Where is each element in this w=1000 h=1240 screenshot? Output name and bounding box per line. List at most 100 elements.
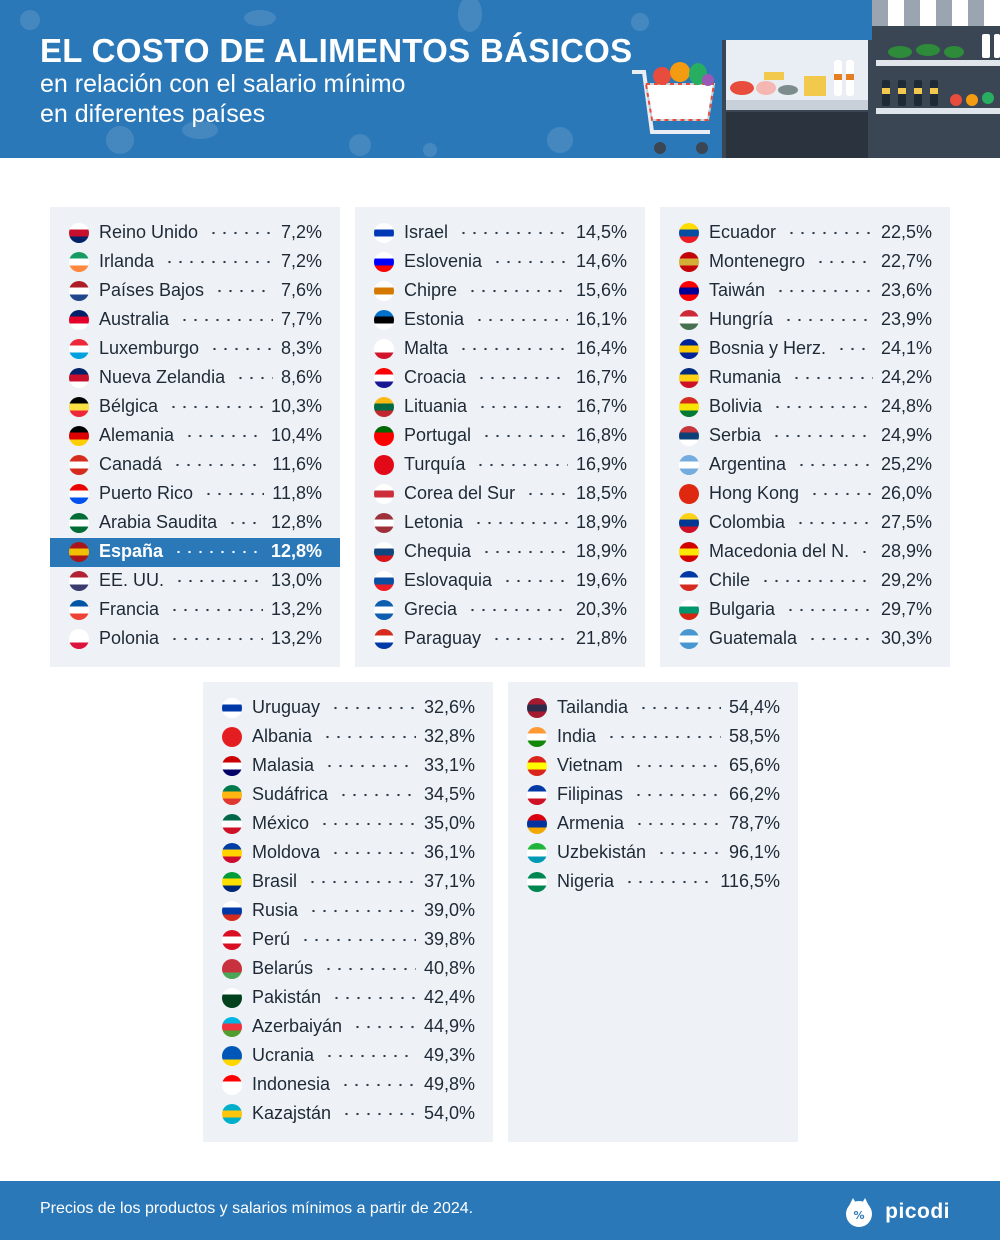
country-value: 116,5% [720,871,780,891]
country-value: 15,6% [575,280,627,300]
country-value: 54,0% [423,1103,475,1123]
country-name: Bosnia y Herz. [709,338,827,358]
leader-dots [809,492,873,496]
country-value: 39,0% [423,900,475,920]
panel-column-5: Tailandia 54,4% India 58,5% Vietnam 65,6% Fili… [508,682,798,1142]
country-name: Montenegro [709,251,806,271]
country-name: Eslovenia [404,251,483,271]
country-name: Paraguay [404,628,482,648]
country-value: 58,5% [728,726,780,746]
country-value: 37,1% [423,871,475,891]
leader-dots [203,492,264,496]
page-title: EL COSTO DE ALIMENTOS BÁSICOS [40,32,633,69]
country-flag-icon [679,368,699,388]
country-value: 16,1% [575,309,627,329]
leader-dots [184,434,263,438]
country-flag-icon [222,1075,242,1095]
country-row: Turquía 16,9% [355,451,645,480]
country-row: Lituania 16,7% [355,393,645,422]
country-value: 18,9% [575,541,627,561]
country-row: Perú 39,8% [203,926,493,955]
leader-dots [475,463,568,467]
country-flag-icon [679,339,699,359]
country-flag-icon [374,339,394,359]
picodi-logo-text: picodi [885,1200,950,1223]
country-flag-icon [222,1017,242,1037]
country-row: Chequia 18,9% [355,538,645,567]
country-row: Hong Kong 26,0% [660,480,950,509]
country-name: Hungría [709,309,774,329]
country-value: 10,4% [270,425,322,445]
country-name: Filipinas [557,784,624,804]
country-name: Azerbaiyán [252,1016,343,1036]
country-name: Macedonia del N. [709,541,850,561]
country-name: EE. UU. [99,570,165,590]
country-row: Uzbekistán 96,1% [508,839,798,868]
country-flag-icon [222,698,242,718]
country-row: Filipinas 66,2% [508,781,798,810]
country-flag-icon [374,571,394,591]
country-value: 44,9% [423,1016,475,1036]
country-flag-icon [69,455,89,475]
country-value: 16,4% [575,338,627,358]
country-name: España [99,541,164,561]
country-value: 7,2% [280,222,322,242]
leader-dots [172,463,264,467]
footer-note: Precios de los productos y salarios míni… [40,1200,474,1217]
panel-column-1: Reino Unido 7,2% Irlanda 7,2% Países Bajos 7,… [50,207,340,667]
country-name: Turquía [404,454,466,474]
country-value: 7,2% [280,251,322,271]
country-row: Brasil 37,1% [203,868,493,897]
country-value: 39,8% [423,929,475,949]
country-name: Letonia [404,512,464,532]
country-value: 16,7% [575,367,627,387]
leader-dots [477,405,568,409]
leader-dots [791,376,873,380]
country-flag-icon [374,600,394,620]
country-name: Arabia Saudita [99,512,218,532]
country-name: Colombia [709,512,786,532]
country-row: Belarús 40,8% [203,955,493,984]
leader-dots [173,550,263,554]
country-name: Sudáfrica [252,784,329,804]
leader-dots [322,735,416,739]
leader-dots [319,822,416,826]
footer-bar: Precios de los productos y salarios míni… [0,1181,1000,1240]
country-flag-icon [222,901,242,921]
country-row: Rusia 39,0% [203,897,493,926]
country-value: 40,8% [423,958,475,978]
country-value: 49,8% [423,1074,475,1094]
country-flag-icon [222,930,242,950]
country-value: 16,9% [575,454,627,474]
leader-dots [634,822,721,826]
country-row: Chipre 15,6% [355,277,645,306]
country-name: Nueva Zelandia [99,367,226,387]
country-row: Albania 32,8% [203,723,493,752]
country-value: 10,3% [270,396,322,416]
leader-dots [169,608,263,612]
country-row: Polonia 13,2% [50,625,340,654]
country-row: Serbia 24,9% [660,422,950,451]
country-row: Guatemala 30,3% [660,625,950,654]
country-name: Malasia [252,755,315,775]
country-name: Belarús [252,958,314,978]
country-name: Lituania [404,396,468,416]
country-row: Corea del Sur 18,5% [355,480,645,509]
country-value: 32,6% [423,697,475,717]
country-row: España 12,8% [50,538,340,567]
country-name: Bélgica [99,396,159,416]
leader-dots [633,764,721,768]
country-flag-icon [222,959,242,979]
country-name: Eslovaquia [404,570,493,590]
country-flag-icon [69,484,89,504]
leader-dots [458,347,568,351]
country-flag-icon [69,252,89,272]
country-name: Indonesia [252,1074,331,1094]
country-value: 18,5% [575,483,627,503]
country-row: Azerbaiyán 44,9% [203,1013,493,1042]
leader-dots [458,231,568,235]
country-value: 21,8% [575,628,627,648]
country-row: Ecuador 22,5% [660,219,950,248]
country-flag-icon [69,542,89,562]
country-name: México [252,813,310,833]
